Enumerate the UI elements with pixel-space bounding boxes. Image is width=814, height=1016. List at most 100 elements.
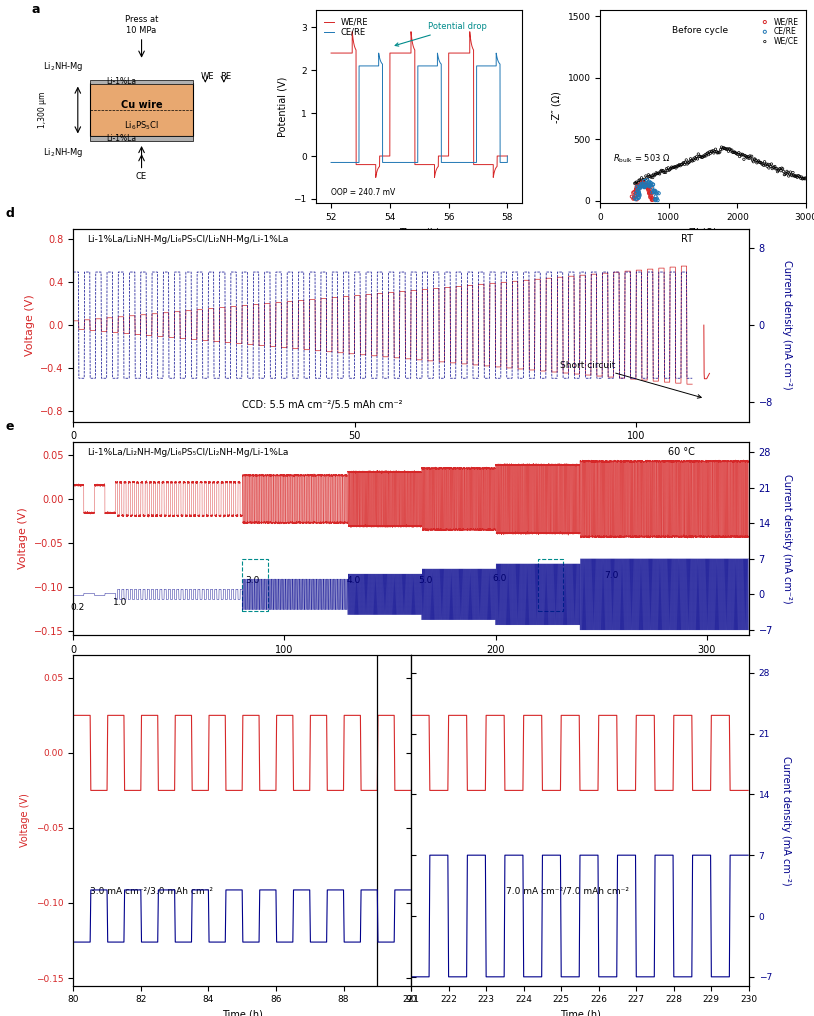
WE/CE: [723, 141, 736, 157]
WE/RE: [634, 179, 647, 195]
Y-axis label: Voltage (V): Voltage (V): [20, 793, 30, 847]
WE/RE: [646, 191, 659, 207]
CE/RE: [643, 178, 656, 194]
Y-axis label: Voltage (V): Voltage (V): [24, 295, 35, 356]
WE/CE: [752, 152, 765, 169]
CE/RE: [374, 47, 383, 59]
CE/RE: [632, 186, 645, 202]
Text: Li$_6$PS$_5$Cl: Li$_6$PS$_5$Cl: [124, 120, 159, 132]
WE/CE: [633, 172, 646, 188]
WE/CE: [642, 167, 655, 183]
CE/RE: [639, 177, 652, 193]
WE/CE: [650, 165, 663, 181]
Text: 7.0 mA cm⁻²/7.0 mAh cm⁻²: 7.0 mA cm⁻²/7.0 mAh cm⁻²: [505, 886, 628, 895]
CE/RE: [643, 178, 656, 194]
CE/RE: [629, 185, 642, 201]
WE/RE: [348, 25, 357, 38]
WE/CE: [674, 157, 687, 174]
WE/CE: [777, 164, 790, 180]
Text: RE: RE: [220, 72, 231, 80]
WE/CE: [720, 141, 733, 157]
WE/CE: [681, 155, 694, 172]
WE/CE: [720, 141, 733, 157]
WE/CE: [788, 169, 801, 185]
WE/CE: [659, 165, 672, 181]
CE/RE: [637, 178, 650, 194]
CE/RE: [649, 188, 662, 204]
CE/RE: [651, 184, 664, 200]
X-axis label: Time (h): Time (h): [559, 1010, 601, 1016]
WE/CE: [711, 144, 724, 161]
WE/RE: [636, 176, 649, 192]
WE/RE: [642, 185, 655, 201]
WE/CE: [718, 140, 731, 156]
WE/CE: [786, 165, 799, 181]
WE/CE: [782, 168, 795, 184]
Legend: WE/RE, CE/RE, WE/CE: WE/RE, CE/RE, WE/CE: [759, 14, 802, 49]
WE/RE: [646, 190, 659, 206]
WE/CE: [672, 157, 685, 174]
CE/RE: [650, 190, 663, 206]
WE/CE: [798, 170, 811, 186]
WE/CE: [758, 153, 771, 170]
CE/RE: [631, 183, 644, 199]
WE/CE: [666, 160, 679, 176]
CE/RE: [632, 178, 646, 194]
WE/CE: [716, 141, 729, 157]
WE/CE: [735, 147, 748, 164]
WE/CE: [746, 152, 759, 169]
WE/CE: [750, 152, 763, 169]
WE/CE: [784, 164, 797, 180]
WE/RE: [627, 185, 640, 201]
WE/CE: [703, 144, 716, 161]
WE/CE: [692, 146, 705, 163]
WE/CE: [757, 157, 770, 174]
WE/CE: [677, 154, 690, 171]
CE/RE: [352, 156, 362, 169]
WE/CE: [709, 141, 722, 157]
X-axis label: Time (h): Time (h): [399, 228, 440, 238]
WE/CE: [649, 167, 662, 183]
CE/RE: [419, 60, 429, 72]
WE/CE: [636, 173, 649, 189]
WE/CE: [781, 165, 794, 181]
WE/CE: [745, 148, 758, 165]
WE/RE: [629, 188, 642, 204]
WE/CE: [659, 164, 672, 180]
WE/CE: [775, 161, 788, 177]
WE/RE: [635, 178, 648, 194]
WE/CE: [755, 155, 768, 172]
WE/CE: [751, 154, 764, 171]
WE/CE: [644, 168, 657, 184]
WE/CE: [760, 158, 773, 175]
Text: Li-1%La: Li-1%La: [106, 77, 136, 86]
WE/CE: [652, 165, 665, 181]
WE/RE: [635, 177, 648, 193]
WE/CE: [632, 175, 645, 191]
CE/RE: [335, 156, 345, 169]
CE/RE: [638, 179, 651, 195]
Y-axis label: Current density (mA cm⁻²): Current density (mA cm⁻²): [782, 260, 792, 390]
WE/RE: [629, 181, 642, 197]
WE/CE: [795, 169, 808, 185]
WE/CE: [685, 152, 698, 169]
WE/RE: [644, 188, 657, 204]
WE/RE: [628, 190, 641, 206]
WE/RE: [630, 191, 643, 207]
WE/RE: [630, 179, 643, 195]
X-axis label: Z’ (Ω): Z’ (Ω): [689, 228, 717, 238]
WE/CE: [796, 171, 809, 187]
WE/CE: [785, 167, 798, 183]
WE/CE: [748, 151, 761, 168]
WE/CE: [759, 156, 772, 173]
WE/CE: [637, 172, 650, 188]
WE/CE: [743, 147, 756, 164]
WE/CE: [665, 158, 678, 175]
WE/CE: [702, 146, 716, 163]
Text: 6.0: 6.0: [492, 574, 507, 582]
WE/CE: [771, 164, 784, 180]
WE/CE: [710, 143, 723, 160]
WE/CE: [681, 154, 694, 171]
CE/RE: [635, 178, 648, 194]
WE/CE: [629, 175, 642, 191]
